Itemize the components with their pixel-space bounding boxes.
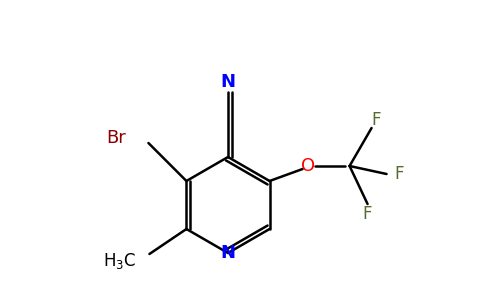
Text: O: O — [301, 157, 315, 175]
Text: F: F — [363, 205, 372, 223]
Text: F: F — [394, 165, 404, 183]
Text: F: F — [372, 111, 381, 129]
Text: N: N — [221, 73, 236, 91]
Text: Br: Br — [106, 129, 126, 147]
Text: N: N — [221, 244, 236, 262]
Text: H$_3$C: H$_3$C — [103, 251, 136, 271]
